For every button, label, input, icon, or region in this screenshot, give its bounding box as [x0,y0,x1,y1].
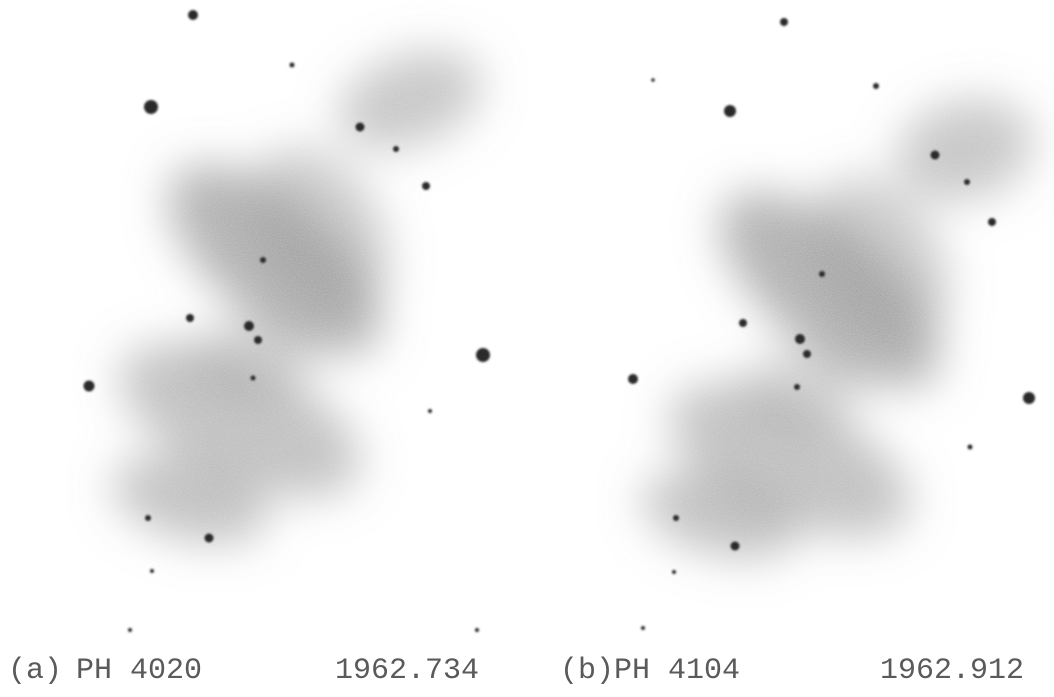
panel-label: (a) [8,654,62,688]
stars-a [83,10,490,632]
epoch: 1962.912 [880,654,1024,688]
film-grain [0,0,1054,630]
epoch: 1962.734 [335,654,479,688]
panel-label: (b) [560,654,614,688]
plate-number: PH 4020 [76,654,202,688]
stars-b [628,18,1035,630]
plate-number: PH 4104 [614,654,740,688]
